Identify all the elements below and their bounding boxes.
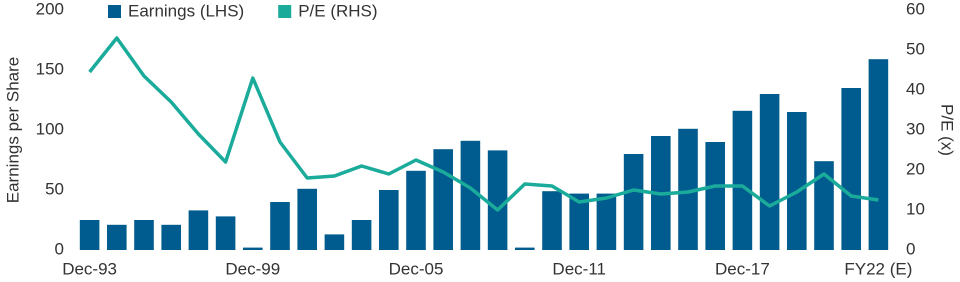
bar bbox=[379, 190, 399, 250]
x-tick-label: Dec-93 bbox=[62, 259, 117, 278]
bar bbox=[705, 142, 725, 250]
line bbox=[88, 36, 879, 212]
bar bbox=[759, 94, 780, 250]
bar bbox=[678, 128, 698, 250]
y-tick-label: 0 bbox=[55, 239, 64, 258]
bar bbox=[134, 220, 154, 250]
bar bbox=[433, 149, 453, 250]
bar bbox=[215, 216, 236, 250]
y2-tick-label: 50 bbox=[906, 39, 925, 58]
y-tick-label: 100 bbox=[36, 119, 64, 138]
x-tick-label: FY22 (E) bbox=[844, 259, 912, 278]
bar bbox=[79, 220, 100, 250]
y-tick-label: 150 bbox=[36, 59, 64, 78]
bar bbox=[243, 247, 263, 250]
y2-tick-label: 0 bbox=[906, 239, 915, 258]
y2-tick-label: 40 bbox=[906, 79, 925, 98]
bar bbox=[188, 210, 209, 250]
bar bbox=[623, 154, 644, 250]
y-axis-label: Earnings per Share bbox=[3, 57, 22, 203]
bar bbox=[814, 161, 834, 250]
bar bbox=[487, 150, 508, 250]
bar bbox=[406, 170, 426, 250]
bar bbox=[324, 234, 345, 250]
y2-tick-label: 10 bbox=[906, 199, 925, 218]
legend-swatch bbox=[278, 5, 292, 18]
y-tick-label: 200 bbox=[36, 0, 64, 18]
bar bbox=[297, 188, 317, 250]
bar bbox=[868, 59, 889, 251]
y2-tick-label: 20 bbox=[906, 159, 925, 178]
bar bbox=[841, 88, 861, 250]
bar bbox=[515, 247, 535, 250]
bar bbox=[270, 202, 290, 250]
bar bbox=[732, 110, 753, 250]
bar bbox=[596, 193, 617, 250]
legend-label: P/E (RHS) bbox=[298, 1, 377, 20]
legend-label: Earnings (LHS) bbox=[128, 1, 244, 20]
y-tick-label: 50 bbox=[45, 179, 64, 198]
y2-tick-label: 30 bbox=[906, 119, 925, 138]
x-tick-label: Dec-17 bbox=[715, 259, 770, 278]
bar bbox=[161, 224, 181, 250]
y2-tick-label: 60 bbox=[906, 0, 925, 18]
bar bbox=[787, 112, 807, 250]
bar bbox=[569, 193, 589, 250]
x-tick-label: Dec-11 bbox=[552, 259, 606, 278]
bar bbox=[542, 191, 562, 250]
bar bbox=[460, 140, 481, 250]
legend-swatch bbox=[108, 5, 121, 18]
bar bbox=[107, 224, 127, 250]
bar bbox=[351, 220, 372, 250]
x-tick-label: Dec-05 bbox=[389, 259, 444, 278]
x-tick-label: Dec-99 bbox=[225, 259, 280, 278]
y2-axis-label: P/E (x) bbox=[938, 104, 957, 156]
